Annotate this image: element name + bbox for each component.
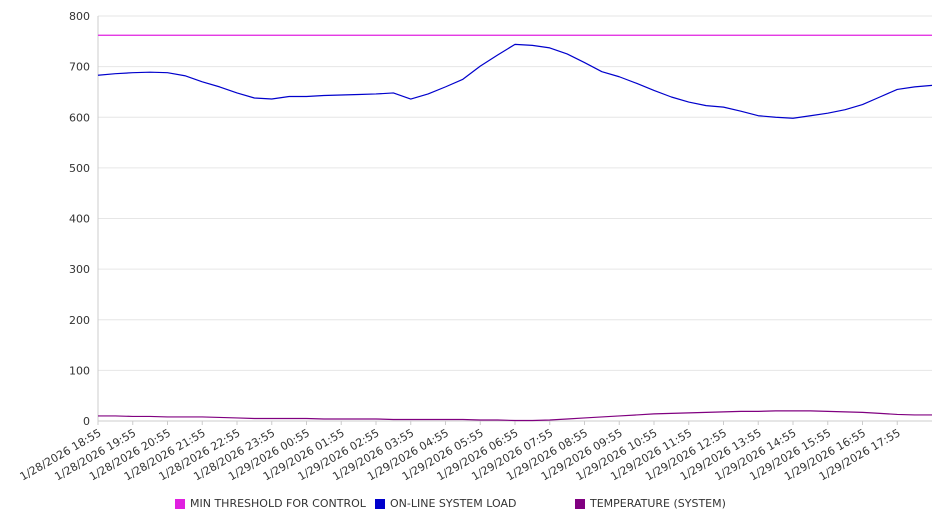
y-tick-label-200: 200 [69, 314, 90, 327]
legend-swatch-temperature [575, 498, 585, 509]
x-axis-tick-labels: 1/28/2026 18:551/28/2026 19:551/28/2026 … [18, 426, 903, 483]
legend-item-min-threshold[interactable]: MIN THRESHOLD FOR CONTROL [175, 497, 366, 510]
y-tick-label-500: 500 [69, 162, 90, 175]
legend-label-system-load: ON-LINE SYSTEM LOAD [390, 497, 517, 510]
legend-swatch-min-threshold [175, 498, 185, 509]
legend-label-temperature: TEMPERATURE (SYSTEM) [590, 497, 726, 510]
series-lines [97, 34, 933, 422]
y-tick-label-100: 100 [69, 364, 90, 377]
y-tick-label-600: 600 [69, 111, 90, 124]
legend-swatch-system-load [375, 498, 385, 509]
y-tick-label-0: 0 [83, 415, 90, 428]
legend-item-system-load[interactable]: ON-LINE SYSTEM LOAD [375, 497, 516, 510]
legend-item-temperature[interactable]: TEMPERATURE (SYSTEM) [575, 497, 726, 510]
legend: MIN THRESHOLD FOR CONTROL ON-LINE SYSTEM… [0, 497, 946, 515]
grid-lines [98, 15, 932, 371]
series-line-2 [98, 410, 932, 422]
y-tick-label-700: 700 [69, 61, 90, 74]
axes [97, 16, 932, 425]
y-tick-label-300: 300 [69, 263, 90, 276]
series-line-1 [97, 43, 933, 119]
legend-label-min-threshold: MIN THRESHOLD FOR CONTROL [190, 497, 366, 510]
y-tick-label-400: 400 [69, 213, 90, 226]
y-tick-label-800: 800 [69, 10, 90, 23]
y-axis-tick-labels: 0 100 200 300 400 500 600 700 800 [69, 10, 90, 428]
